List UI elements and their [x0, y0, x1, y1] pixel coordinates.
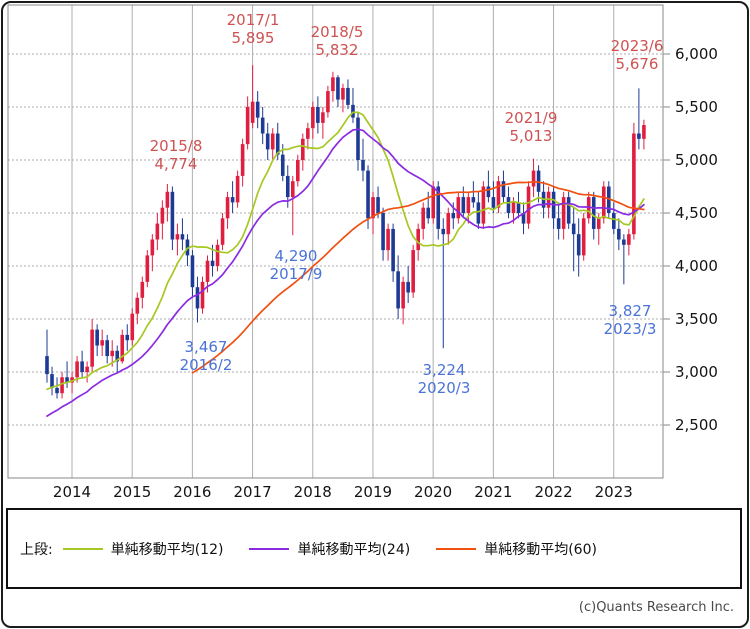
svg-text:2017: 2017	[233, 483, 271, 501]
svg-text:5,676: 5,676	[616, 55, 659, 73]
legend-item-sma24: 単純移動平均(24)	[249, 539, 410, 559]
svg-text:2015/8: 2015/8	[150, 137, 203, 155]
svg-text:4,000: 4,000	[675, 257, 718, 275]
svg-text:4,774: 4,774	[155, 155, 198, 173]
candlestick-chart: 6,000 5,500 5,000 4,500 4,000 3,500 3,000 2,500…	[7, 4, 718, 501]
legend: 上段: 単純移動平均(12) 単純移動平均(24) 単純移動平均(60)	[6, 508, 742, 589]
svg-text:2020: 2020	[414, 483, 452, 501]
svg-text:3,500: 3,500	[675, 310, 718, 328]
svg-text:2018: 2018	[294, 483, 332, 501]
svg-text:2016: 2016	[173, 483, 211, 501]
svg-text:2023/3: 2023/3	[604, 320, 657, 338]
svg-text:4,290: 4,290	[275, 247, 318, 265]
svg-text:3,467: 3,467	[185, 338, 228, 356]
svg-text:2014: 2014	[53, 483, 91, 501]
svg-text:2016/2: 2016/2	[180, 356, 233, 374]
svg-text:5,000: 5,000	[675, 151, 718, 169]
svg-text:3,000: 3,000	[675, 363, 718, 381]
svg-text:2015: 2015	[113, 483, 151, 501]
legend-item-sma12: 単純移動平均(12)	[62, 539, 224, 559]
svg-text:3,224: 3,224	[423, 361, 466, 379]
svg-text:2020/3: 2020/3	[418, 379, 471, 397]
svg-text:5,832: 5,832	[316, 41, 359, 59]
legend-prefix-label: 上段:	[20, 541, 53, 558]
svg-text:2017/9: 2017/9	[270, 265, 323, 283]
svg-text:2019: 2019	[354, 483, 392, 501]
sma24-label: 単純移動平均(24)	[297, 541, 411, 558]
svg-text:3,827: 3,827	[609, 302, 652, 320]
svg-text:5,500: 5,500	[675, 98, 718, 116]
svg-text:2023/6: 2023/6	[611, 37, 664, 55]
svg-text:5,013: 5,013	[510, 127, 553, 145]
sma60-line-swatch	[436, 547, 477, 550]
svg-text:2022: 2022	[534, 483, 572, 501]
legend-item-sma60: 単純移動平均(60)	[436, 539, 597, 559]
svg-text:2017/1: 2017/1	[227, 11, 280, 29]
svg-text:2,500: 2,500	[675, 416, 718, 434]
sma12-label: 単純移動平均(12)	[110, 541, 224, 558]
svg-text:5,895: 5,895	[232, 29, 275, 47]
svg-text:2018/5: 2018/5	[311, 23, 364, 41]
svg-text:6,000: 6,000	[675, 45, 718, 63]
svg-text:2023: 2023	[595, 483, 633, 501]
sma12-line-swatch	[62, 547, 103, 550]
svg-text:4,500: 4,500	[675, 204, 718, 222]
copyright-text: (c)Quants Research Inc.	[578, 600, 734, 615]
svg-text:2021/9: 2021/9	[505, 109, 558, 127]
sma60-label: 単純移動平均(60)	[484, 541, 597, 558]
sma24-line-swatch	[249, 547, 290, 550]
svg-text:2021: 2021	[474, 483, 512, 501]
